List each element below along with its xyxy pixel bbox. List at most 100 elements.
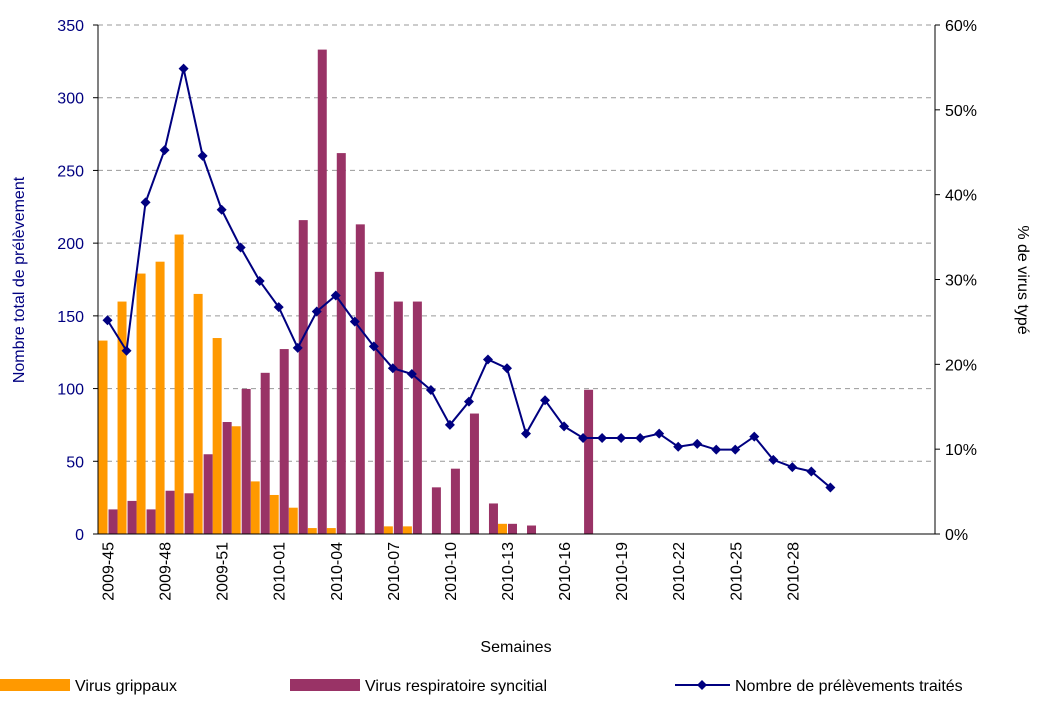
marker [273,302,284,313]
marker [387,363,398,374]
y2-axis-title: % de virus typé [1014,225,1031,334]
y-tick-label: 300 [57,91,84,108]
marker [711,444,722,455]
bar [203,454,213,534]
bar [469,413,479,534]
bar [146,509,156,534]
bar [527,525,537,534]
y-tick-label: 0 [75,527,84,544]
bar [307,528,317,534]
legend-swatch [0,679,70,691]
bar [127,500,137,534]
y-axis-title: Nombre total de prélèvement [11,176,28,383]
y2-tick-label: 40% [945,188,977,205]
x-tick-label: 2010-04 [329,542,346,601]
bar [584,389,594,534]
marker [102,315,113,326]
bar [507,523,517,534]
marker [540,395,551,406]
marker [140,197,151,208]
y-tick-label: 350 [57,18,84,35]
marker [597,433,608,444]
legend-label: Virus respiratoire syncitial [365,678,547,695]
bar [317,49,327,535]
marker [216,204,227,215]
bar [193,293,203,534]
marker [768,454,779,465]
x-tick-label: 2009-51 [215,542,232,601]
bar [117,301,127,534]
marker [521,428,532,439]
marker [292,342,303,353]
y-tick-label: 100 [57,382,84,399]
bar [222,422,232,534]
x-tick-label: 2010-28 [785,542,802,601]
x-tick-label: 2010-25 [728,542,745,601]
bar [174,234,184,534]
marker [654,428,665,439]
y-tick-label: 150 [57,309,84,326]
bar [269,494,279,534]
marker [121,345,132,356]
marker [616,433,627,444]
y2-tick-label: 20% [945,357,977,374]
x-tick-label: 2010-01 [272,542,289,601]
bar [165,490,175,534]
marker [806,466,817,477]
marker [482,354,493,365]
legend-swatch [290,679,360,691]
marker [368,341,379,352]
bar [412,301,422,534]
bar [488,503,498,534]
y2-tick-label: 0% [945,527,968,544]
bar [288,507,298,534]
bar [231,426,241,534]
marker [406,369,417,380]
marker [578,433,589,444]
bar [298,220,308,534]
y-tick-label: 200 [57,236,84,253]
bar [374,271,384,534]
bar [184,493,194,534]
y2-tick-label: 30% [945,273,977,290]
bar [355,224,365,534]
marker [787,462,798,473]
x-tick-label: 2010-13 [500,542,517,601]
x-tick-label: 2010-16 [557,542,574,601]
bar [402,526,412,534]
marker [349,316,360,327]
marker [178,63,189,74]
bar [383,526,393,534]
marker [635,433,646,444]
bar [155,261,165,534]
bar [326,528,336,534]
x-tick-label: 2010-22 [671,542,688,601]
x-tick-label: 2009-45 [101,542,118,601]
y-tick-label: 250 [57,163,84,180]
marker [463,396,474,407]
marker [501,363,512,374]
x-tick-label: 2009-48 [158,542,175,601]
y2-tick-label: 10% [945,442,977,459]
legend-label: Nombre de prélèvements traités [735,678,963,695]
y2-tick-label: 50% [945,103,977,120]
bar [279,349,289,534]
marker [159,145,170,156]
marker [330,290,341,301]
bar [250,481,260,534]
bar [431,487,441,534]
marker [197,150,208,161]
marker [235,242,246,253]
x-tick-label: 2010-10 [443,542,460,601]
marker [425,385,436,396]
marker [559,421,570,432]
y2-tick-label: 60% [945,18,977,35]
marker [749,431,760,442]
bar [393,301,403,534]
marker [444,419,455,430]
legend-label: Virus grippaux [75,678,177,695]
x-tick-label: 2010-07 [386,542,403,601]
bar [450,468,460,534]
y-tick-label: 50 [66,454,84,471]
